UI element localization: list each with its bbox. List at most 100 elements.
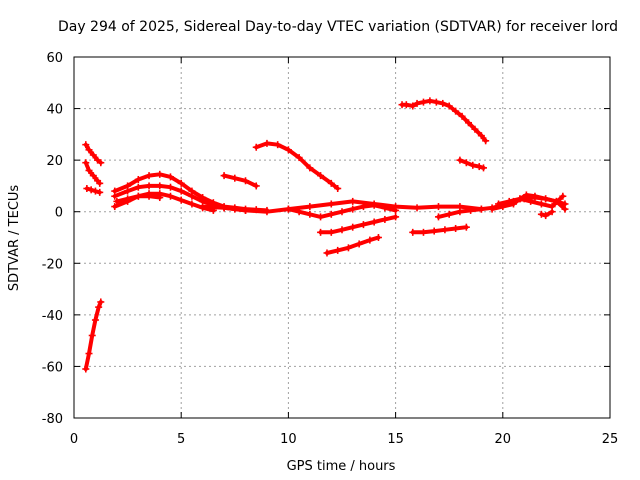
data-point [327,228,335,236]
series-trace-15 [398,97,490,145]
data-point [477,132,485,140]
data-point [334,185,342,193]
data-point [82,365,90,373]
data-point [323,249,331,257]
series-line [200,199,484,214]
data-point [252,182,260,190]
axis-ticks: 0 5 10 15 20 25 -80 -60 -40 -20 0 20 40 60 [42,51,619,447]
data-point [452,224,460,232]
data-point [434,203,442,211]
data-point [188,200,196,208]
data-point [370,218,378,226]
data-point [495,200,503,208]
data-point [89,172,97,180]
data-point [306,203,314,211]
data-point [220,172,228,180]
data-point [145,172,153,180]
x-tick-label: 5 [177,432,185,447]
data-point [559,192,567,200]
data-point [96,188,104,196]
data-point [338,208,346,216]
series-trace-9 [220,172,260,190]
data-point [317,213,325,221]
data-point [87,186,95,194]
data-point [306,210,314,218]
data-point [488,205,496,213]
data-point [263,139,271,147]
data-point [188,192,196,200]
data-point [82,159,90,167]
data-point [548,208,556,216]
data-point [284,205,292,213]
data-point [156,170,164,178]
data-point [263,208,271,216]
data-point [113,197,121,205]
x-tick-label: 0 [70,432,78,447]
data-point [374,234,382,241]
x-tick-label: 15 [387,432,404,447]
data-point [177,196,185,204]
data-point [419,98,427,106]
data-series [82,97,569,373]
data-point [537,210,545,218]
y-axis-label: SDTVAR / TECUs [7,185,22,292]
data-point [349,197,357,205]
data-point [467,206,475,214]
data-point [242,177,250,185]
data-point [359,221,367,229]
data-point [505,197,513,205]
data-point [317,172,325,180]
data-point [88,331,96,339]
x-axis-label: GPS time / hours [287,459,396,474]
data-point [166,192,174,200]
data-point [537,200,545,208]
data-point [471,125,479,133]
series-trace-19 [488,191,569,213]
x-tick-label: 20 [495,432,512,447]
series-trace-14 [323,234,382,257]
data-point [177,179,185,187]
data-point [392,206,400,214]
data-point [96,179,104,187]
data-point [527,197,535,205]
data-point [381,204,389,212]
data-point [349,223,357,231]
data-point [402,101,410,109]
data-point [477,205,485,213]
data-point [531,192,539,200]
data-point [199,203,207,211]
data-point [274,141,282,149]
series-trace-4 [83,185,104,196]
data-point [91,187,99,195]
data-point [409,102,417,110]
data-point [242,206,250,214]
data-point [409,228,417,236]
data-point [426,97,434,105]
data-point [475,163,483,171]
data-point [445,210,453,218]
y-tick-label: -60 [42,360,63,375]
data-point [231,174,239,182]
data-point [97,298,105,306]
data-point [124,195,132,203]
data-point [462,223,470,231]
data-point [145,182,153,190]
y-tick-label: 0 [55,206,63,221]
data-point [366,236,374,244]
data-point [252,143,260,151]
series-trace-21 [537,208,556,220]
data-point [432,98,440,106]
x-tick-label: 10 [280,432,297,447]
data-point [134,183,142,191]
data-point [456,156,464,164]
data-point [462,159,470,167]
x-tick-label: 25 [602,432,619,447]
data-point [430,227,438,235]
data-point [177,187,185,195]
chart-title: Day 294 of 2025, Sidereal Day-to-day VTE… [58,19,618,35]
data-point [456,208,464,216]
data-point [327,200,335,208]
data-point [327,179,335,187]
data-point [89,151,97,159]
data-point [344,244,352,252]
